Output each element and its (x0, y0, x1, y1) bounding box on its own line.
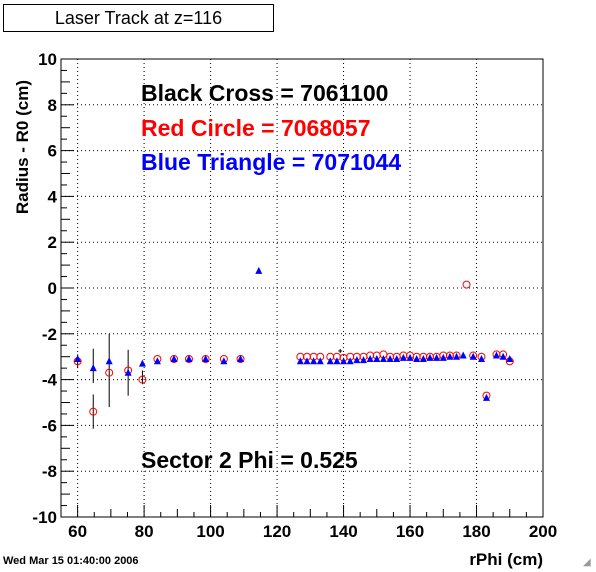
grid-layer (61, 59, 543, 517)
blue-triangle-point (340, 357, 348, 365)
y-tick-label: 10 (38, 50, 57, 69)
blue-triangle-point (499, 352, 507, 360)
blue-triangle-point (366, 354, 374, 362)
blue-triangle-point (433, 353, 441, 361)
data-layer (73, 266, 514, 429)
blue-triangle-point (74, 354, 82, 362)
blue-triangle-point (346, 357, 354, 365)
red-circle-point (89, 407, 98, 416)
y-tick-label: 0 (48, 279, 57, 298)
blue-triangle-point (482, 393, 490, 401)
red-circle-point (138, 375, 147, 384)
blue-triangle-point (406, 353, 414, 361)
annotation-text: Blue Triangle = 7071044 (141, 149, 401, 175)
blue-triangle-point (379, 354, 387, 362)
blue-triangle-point (326, 357, 334, 365)
blue-triangle-point (353, 356, 361, 364)
blue-triangle-point (459, 351, 467, 359)
blue-triangle-point (316, 357, 324, 365)
blue-triangle-point (303, 357, 311, 365)
y-tick-label: -6 (42, 416, 57, 435)
blue-triangle-point (419, 354, 427, 362)
axis-layer: 60 80 100 120 140 160 180 200 -10 -8 -6 -4 -2 0 2 4 6 8 10 (32, 50, 557, 541)
blue-triangle-point (453, 352, 461, 360)
y-tick-label: 2 (48, 233, 57, 252)
blue-triangle-point (426, 353, 434, 361)
x-tick-label: 200 (529, 522, 557, 541)
red-circle-point (462, 280, 471, 289)
blue-triangle-point (185, 354, 193, 362)
y-tick-label: -4 (42, 371, 58, 390)
label-layer: rPhi (cm) Radius - R0 (cm) Black Cross = 7… (13, 80, 543, 569)
x-tick-label: 180 (462, 522, 490, 541)
blue-triangle-point (413, 354, 421, 362)
x-axis-label: rPhi (cm) (469, 550, 543, 569)
y-tick-label: -10 (32, 508, 57, 527)
annotation-text: Black Cross = 7061100 (141, 80, 388, 106)
blue-triangle-point (492, 351, 500, 359)
x-tick-label: 120 (263, 522, 291, 541)
blue-triangle-point (124, 368, 132, 376)
annotation-text: Red Circle = 7068057 (141, 115, 371, 141)
blue-triangle-point (255, 266, 263, 274)
blue-triangle-point (359, 356, 367, 364)
blue-triangle-point (170, 354, 178, 362)
y-tick-label: -2 (42, 325, 57, 344)
blue-triangle-point (89, 364, 97, 372)
blue-triangle-point (386, 354, 394, 362)
x-tick-label: 60 (68, 522, 87, 541)
blue-triangle-point (506, 354, 514, 362)
blue-triangle-point (310, 357, 318, 365)
timestamp: Wed Mar 15 01:40:00 2006 (3, 555, 139, 567)
blue-triangle-point (393, 354, 401, 362)
y-tick-label: 8 (48, 96, 57, 115)
y-tick-label: -8 (42, 462, 57, 481)
blue-triangle-point (138, 359, 146, 367)
x-tick-label: 100 (196, 522, 224, 541)
resize-corner-icon: ◢ (583, 557, 591, 568)
blue-triangle-point (469, 352, 477, 360)
y-tick-label: 4 (48, 187, 58, 206)
blue-triangle-point (333, 357, 341, 365)
red-circle-point (105, 368, 114, 377)
y-tick-label: 6 (48, 142, 57, 161)
blue-triangle-point (220, 357, 228, 365)
blue-triangle-point (296, 357, 304, 365)
blue-triangle-point (439, 353, 447, 361)
blue-triangle-point (202, 354, 210, 362)
blue-triangle-point (373, 354, 381, 362)
blue-triangle-point (446, 352, 454, 360)
blue-triangle-point (237, 354, 245, 362)
x-tick-label: 160 (396, 522, 424, 541)
x-tick-label: 140 (329, 522, 357, 541)
blue-triangle-point (478, 354, 486, 362)
blue-triangle-point (399, 353, 407, 361)
black-cross-point (338, 348, 343, 353)
x-tick-label: 80 (135, 522, 154, 541)
blue-triangle-point (105, 357, 113, 365)
blue-triangle-point (153, 357, 161, 365)
annotation-text: Sector 2 Phi = 0.525 (141, 447, 358, 473)
chart-title: Laser Track at z=116 (3, 4, 274, 32)
y-axis-label: Radius - R0 (cm) (13, 80, 32, 214)
